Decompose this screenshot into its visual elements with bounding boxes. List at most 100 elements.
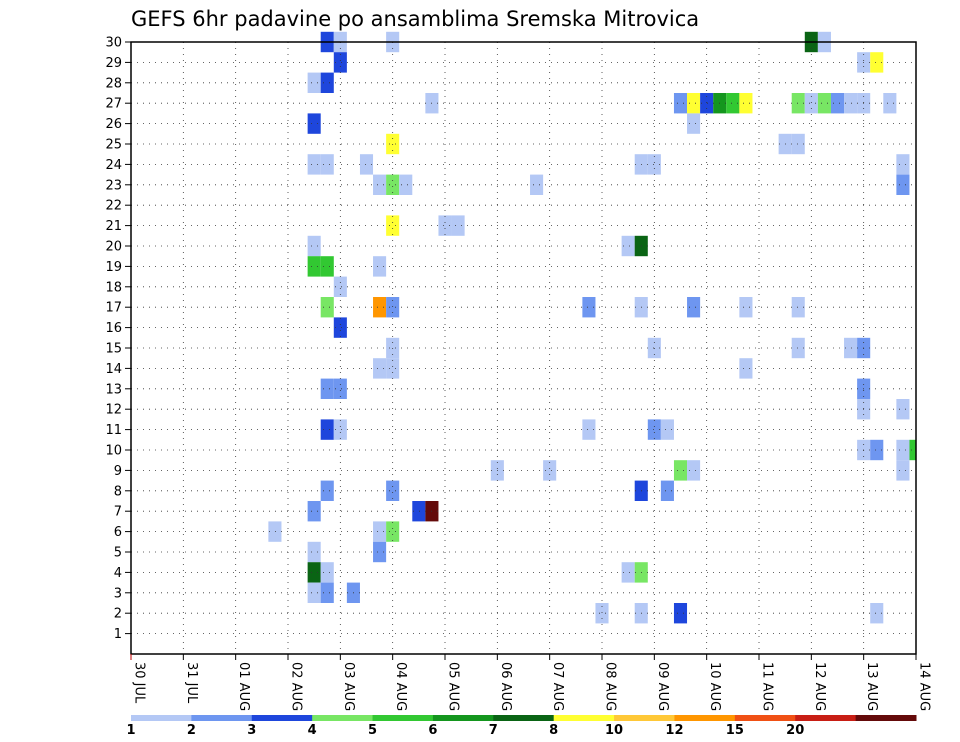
heatmap-cell bbox=[386, 480, 400, 501]
x-tick-label: 01 AUG bbox=[236, 662, 251, 711]
x-tick-label: 11 AUG bbox=[760, 662, 775, 711]
heatmap-cell bbox=[582, 419, 596, 440]
x-tick-label: 02 AUG bbox=[289, 662, 304, 711]
heatmap-cell bbox=[268, 521, 282, 542]
heatmap-cell bbox=[844, 337, 858, 359]
heatmap-cell bbox=[307, 541, 321, 563]
legend-color-swatch bbox=[734, 715, 796, 721]
y-tick-label: 16 bbox=[105, 321, 122, 336]
heatmap-cell bbox=[386, 297, 400, 318]
y-tick-label: 6 bbox=[114, 525, 122, 540]
x-tick-label: 06 AUG bbox=[498, 662, 513, 711]
heatmap-cell bbox=[647, 154, 661, 175]
legend-label: 4 bbox=[308, 723, 317, 738]
legend-color-swatch bbox=[493, 715, 555, 721]
heatmap-cell bbox=[660, 419, 674, 440]
cells-layer bbox=[268, 31, 916, 624]
heatmap-cell bbox=[804, 93, 818, 114]
heatmap-cell bbox=[373, 256, 387, 277]
heatmap-cell bbox=[870, 603, 884, 624]
y-tick-label: 4 bbox=[114, 566, 122, 581]
y-tick-label: 10 bbox=[105, 444, 122, 459]
legend-label: 12 bbox=[665, 723, 683, 738]
heatmap-cell bbox=[647, 419, 661, 440]
heatmap-cell bbox=[687, 297, 701, 318]
heatmap-cell bbox=[870, 439, 884, 461]
y-tick-label: 5 bbox=[114, 546, 122, 561]
heatmap-cell bbox=[673, 460, 688, 481]
y-tick-label: 18 bbox=[105, 280, 122, 295]
x-tick-label: 09 AUG bbox=[655, 662, 670, 711]
y-tick-label: 23 bbox=[105, 178, 122, 193]
heatmap-cell bbox=[307, 235, 321, 257]
heatmap-cell bbox=[320, 480, 334, 501]
x-tick-label: 10 AUG bbox=[707, 662, 722, 711]
y-tick-label: 17 bbox=[105, 301, 122, 316]
heatmap-cell bbox=[595, 603, 609, 624]
legend-color-swatch bbox=[614, 715, 675, 721]
y-tick-label: 14 bbox=[105, 362, 122, 377]
y-tick-label: 2 bbox=[114, 607, 122, 622]
heatmap-cell bbox=[817, 93, 831, 114]
legend-color-swatch bbox=[131, 715, 192, 721]
legend-label: 10 bbox=[605, 723, 623, 738]
y-tick-label: 8 bbox=[114, 484, 122, 499]
legend-color-swatch bbox=[432, 715, 494, 721]
heatmap-cell bbox=[307, 113, 321, 134]
heatmap-cell bbox=[386, 358, 400, 379]
y-tick-label: 21 bbox=[105, 219, 122, 234]
heatmap-cell bbox=[739, 297, 753, 318]
heatmap-cell bbox=[673, 93, 688, 114]
y-tick-label: 30 bbox=[105, 36, 122, 51]
x-tick-label: 07 AUG bbox=[550, 662, 565, 711]
heatmap-cell bbox=[320, 256, 334, 277]
chart-title: GEFS 6hr padavine po ansamblima Sremska … bbox=[131, 7, 699, 31]
heatmap-cell bbox=[386, 174, 400, 195]
y-tick-label: 28 bbox=[105, 76, 122, 91]
heatmap-cell bbox=[307, 501, 321, 522]
y-tick-label: 15 bbox=[105, 342, 122, 357]
legend-label: 7 bbox=[489, 723, 498, 738]
grid-layer bbox=[131, 41, 916, 654]
legend-color-swatch bbox=[312, 715, 374, 721]
heatmap-cell bbox=[333, 276, 347, 297]
x-tick-label: 04 AUG bbox=[393, 662, 408, 711]
y-tick-label: 3 bbox=[114, 586, 122, 601]
heatmap-cell bbox=[320, 582, 334, 603]
y-tick-label: 11 bbox=[105, 423, 122, 438]
heatmap-cell bbox=[621, 235, 635, 257]
x-tick-label: 12 AUG bbox=[812, 662, 827, 711]
heatmap-cell bbox=[359, 154, 374, 175]
heatmap-cell bbox=[333, 52, 347, 73]
legend-label: 1 bbox=[126, 723, 135, 738]
x-tick-label: 13 AUG bbox=[864, 662, 879, 711]
heatmap-cell bbox=[896, 174, 910, 195]
legend-label: 20 bbox=[786, 723, 804, 738]
heatmap-cell bbox=[373, 521, 387, 542]
x-tick-label: 05 AUG bbox=[446, 662, 461, 711]
heatmap-cell bbox=[896, 399, 910, 420]
heatmap-cell bbox=[451, 215, 465, 236]
heatmap-cell bbox=[896, 439, 910, 461]
legend-label: 8 bbox=[549, 723, 558, 738]
y-axis: 1234567891011121314151617181920212223242… bbox=[105, 36, 131, 642]
y-tick-label: 1 bbox=[114, 627, 122, 642]
legend-color-swatch bbox=[795, 715, 857, 721]
x-tick-label: 31 JUL bbox=[184, 662, 199, 704]
heatmap-cell bbox=[438, 215, 452, 236]
y-tick-label: 13 bbox=[105, 382, 122, 397]
heatmap-cell bbox=[530, 174, 544, 195]
heatmap-cell bbox=[333, 419, 347, 440]
y-tick-label: 29 bbox=[105, 56, 122, 71]
y-tick-label: 22 bbox=[105, 199, 122, 214]
heatmap-cell bbox=[333, 378, 347, 399]
x-tick-label: 30 JUL bbox=[132, 662, 147, 704]
heatmap-cell bbox=[373, 541, 387, 563]
x-axis: 30 JUL 31 JUL 01 AUG 02 AUG 03 AUG 04 AUG 05 A… bbox=[130, 654, 932, 711]
heatmap-cell bbox=[739, 93, 753, 114]
heatmap-cell bbox=[909, 439, 916, 461]
heatmap-cell bbox=[320, 562, 334, 583]
heatmap-cell bbox=[739, 358, 753, 379]
heatmap-cell bbox=[687, 93, 701, 114]
heatmap-cell bbox=[373, 174, 387, 195]
